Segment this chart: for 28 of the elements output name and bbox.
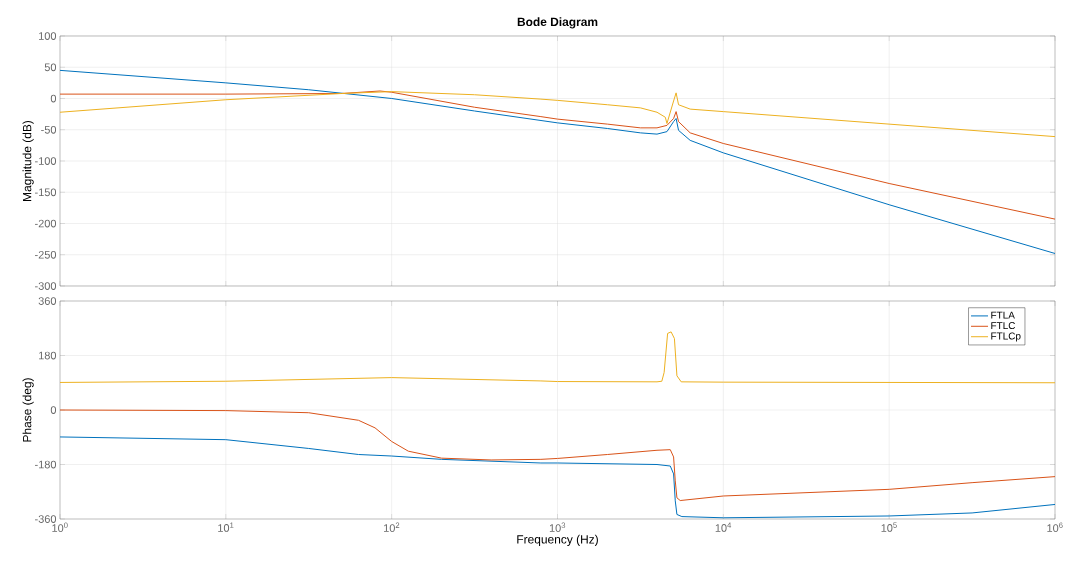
y-tick-label: 50 [44, 63, 57, 72]
y-tick-label: 0 [50, 94, 57, 103]
y-tick-label: -360 [35, 515, 57, 523]
y-tick-label: -200 [35, 219, 57, 228]
y-tick-label: -150 [35, 188, 57, 197]
x-tick-label: 10$^{3}$ [549, 522, 566, 532]
y-tick-label: -100 [35, 157, 57, 165]
x-tick-label: 10$^{5}$ [881, 522, 897, 532]
y-tick-label: 100 [39, 32, 57, 40]
y-tick-label: 0 [50, 406, 57, 414]
legend-label: FTLA [991, 311, 1015, 319]
y-tick-label: 180 [39, 351, 57, 360]
y-tick-label: -300 [35, 282, 57, 290]
legend-label: FTLCp [991, 332, 1021, 342]
x-tick-label: 10$^{6}$ [1047, 522, 1063, 532]
x-tick-label: 10$^{1}$ [218, 522, 234, 532]
y-axis-title: Magnitude (dB) [22, 120, 34, 201]
y-tick-label: 360 [38, 297, 57, 305]
x-tick-label: 10$^{4}$ [715, 522, 732, 532]
x-tick-label: 10$^{2}$ [384, 522, 400, 532]
y-tick-label: -180 [35, 460, 57, 469]
y-tick-label: -250 [35, 250, 57, 259]
x-axis-title: Frequency (Hz) [517, 534, 598, 546]
chart-title: Bode Diagram [517, 17, 598, 29]
y-axis-title: Phase (deg) [22, 378, 34, 442]
legend-label: FTLC [991, 322, 1016, 330]
y-tick-label: -50 [41, 125, 57, 134]
x-tick-label: 10$^{0}$ [52, 522, 68, 532]
